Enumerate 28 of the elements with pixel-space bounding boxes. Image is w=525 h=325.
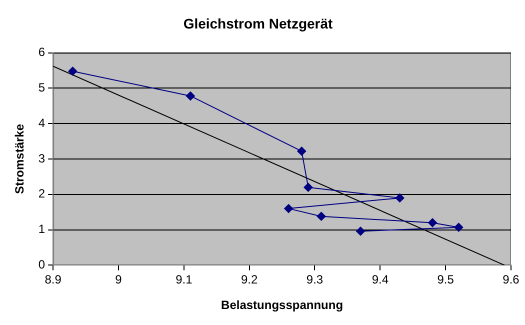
y-axis-title: Stromstärke bbox=[12, 124, 27, 194]
x-tick-label: 9.3 bbox=[306, 272, 324, 287]
x-tick-label: 9.4 bbox=[372, 272, 389, 287]
point bbox=[297, 146, 306, 156]
y-tick-label: 4 bbox=[38, 116, 46, 130]
y-tick-label: 1 bbox=[38, 222, 46, 236]
x-tick-label: 8.9 bbox=[44, 272, 62, 287]
point bbox=[428, 218, 437, 228]
y-tick-label: 5 bbox=[38, 80, 46, 95]
x-tick-label: 9.2 bbox=[240, 272, 258, 287]
x-tick-label: 9.6 bbox=[502, 272, 520, 287]
y-tick-label: 6 bbox=[38, 45, 46, 60]
y-tick-label: 2 bbox=[38, 186, 46, 201]
point bbox=[454, 222, 464, 232]
y-tick-label: 0 bbox=[38, 258, 46, 272]
y-tick-label: 3 bbox=[38, 151, 46, 166]
x-tick-label: 9 bbox=[115, 272, 122, 287]
x-tick-label: 9.5 bbox=[437, 272, 454, 287]
point bbox=[316, 212, 326, 221]
point bbox=[186, 91, 195, 100]
point bbox=[395, 193, 404, 202]
point bbox=[284, 204, 294, 214]
point bbox=[68, 66, 78, 76]
point bbox=[356, 226, 366, 236]
x-axis-title: Belastungsspannung bbox=[221, 298, 344, 312]
chart-title: Gleichstrom Netzgerät bbox=[183, 15, 334, 32]
point bbox=[304, 182, 313, 192]
x-tick-label: 9.1 bbox=[176, 272, 193, 287]
